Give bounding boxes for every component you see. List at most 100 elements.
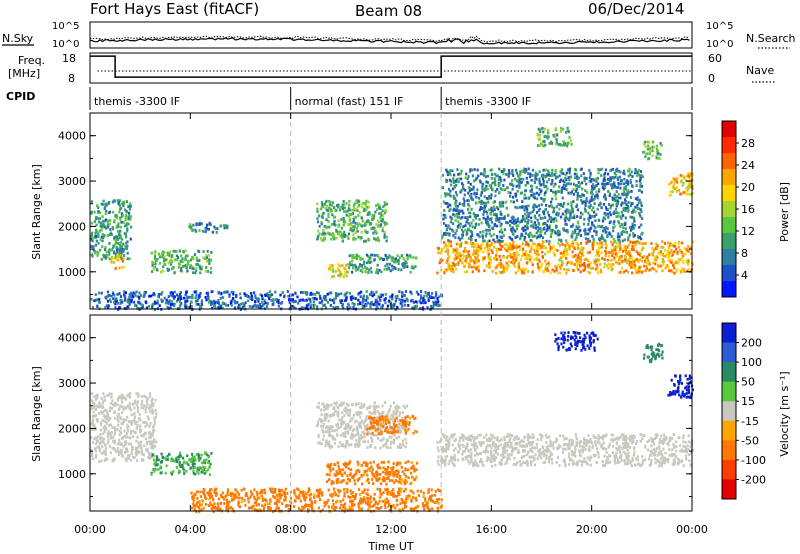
heatmap-cell: [597, 254, 600, 257]
heatmap-cell: [97, 439, 100, 443]
heatmap-cell: [598, 237, 601, 241]
heatmap-cell: [151, 303, 154, 307]
heatmap-cell: [129, 420, 132, 424]
heatmap-cell: [607, 178, 610, 181]
heatmap-cell: [671, 190, 674, 193]
heatmap-cell: [233, 307, 236, 310]
heatmap-cell: [206, 291, 209, 295]
heatmap-cell: [495, 174, 498, 178]
heatmap-cell: [620, 214, 623, 218]
heatmap-cell: [461, 236, 464, 240]
heatmap-cell: [541, 243, 544, 247]
heatmap-cell: [614, 252, 617, 256]
heatmap-cell: [448, 264, 451, 267]
heatmap-cell: [374, 230, 377, 234]
heatmap-cell: [127, 429, 130, 433]
heatmap-cell: [172, 266, 175, 269]
heatmap-cell: [576, 221, 580, 225]
heatmap-cell: [103, 414, 106, 417]
heatmap-cell: [469, 235, 472, 238]
heatmap-cell: [630, 196, 633, 199]
heatmap-cell: [179, 260, 182, 263]
heatmap-cell: [629, 215, 632, 219]
heatmap-cell: [588, 239, 591, 243]
heatmap-cell: [157, 252, 160, 256]
heatmap-cell: [126, 257, 129, 261]
heatmap-cell: [449, 240, 452, 244]
heatmap-cell: [573, 247, 576, 251]
heatmap-cell: [528, 258, 531, 261]
heatmap-cell: [327, 231, 330, 235]
heatmap-cell: [191, 296, 194, 300]
heatmap-cell: [479, 230, 482, 234]
heatmap-cell: [363, 260, 366, 264]
heatmap-cell: [460, 189, 463, 192]
heatmap-cell: [400, 254, 404, 258]
heatmap-cell: [106, 417, 109, 420]
heatmap-cell: [616, 167, 619, 171]
heatmap-cell: [531, 210, 534, 214]
heatmap-cell: [542, 130, 545, 134]
heatmap-cell: [335, 270, 338, 273]
heatmap-cell: [376, 208, 379, 212]
heatmap-cell: [113, 293, 116, 297]
heatmap-cell: [135, 427, 138, 430]
heatmap-cell: [384, 297, 387, 300]
heatmap-cell: [361, 430, 364, 434]
heatmap-cell: [481, 172, 484, 176]
heatmap-cell: [628, 243, 631, 247]
heatmap-cell: [100, 257, 103, 261]
heatmap-cell: [438, 261, 441, 265]
heatmap-cell: [202, 469, 205, 473]
heatmap-cell: [119, 415, 122, 419]
heatmap-cell: [615, 245, 618, 249]
heatmap-cell: [318, 224, 321, 228]
heatmap-cell: [154, 409, 157, 412]
heatmap-cell: [113, 441, 116, 445]
heatmap-cell: [643, 140, 647, 144]
heatmap-cell: [328, 203, 331, 207]
heatmap-cell: [170, 300, 173, 303]
heatmap-cell: [676, 176, 679, 180]
heatmap-cell: [530, 178, 533, 182]
heatmap-cell: [156, 299, 159, 303]
heatmap-cell: [564, 219, 567, 223]
heatmap-cell: [687, 185, 690, 189]
heatmap-cell: [511, 252, 514, 256]
heatmap-cell: [486, 240, 489, 243]
heatmap-cell: [189, 258, 192, 262]
heatmap-cell: [160, 460, 163, 463]
heatmap-cell: [259, 293, 262, 297]
heatmap-cell: [377, 220, 380, 224]
heatmap-cell: [544, 246, 547, 250]
heatmap-cell: [580, 167, 583, 171]
heatmap-cell: [99, 405, 103, 409]
heatmap-cell: [539, 183, 543, 186]
heatmap-cell: [210, 271, 213, 274]
heatmap-cell: [638, 268, 641, 271]
heatmap-cell: [497, 184, 500, 188]
heatmap-cell: [525, 215, 528, 218]
heatmap-cell: [488, 247, 491, 250]
heatmap-cell: [119, 229, 122, 233]
colorbar-swatch: [722, 249, 736, 266]
heatmap-cell: [602, 216, 605, 220]
heatmap-cell: [607, 262, 610, 266]
heatmap-cell: [449, 203, 452, 207]
heatmap-cell: [631, 260, 635, 264]
heatmap-cell: [444, 243, 448, 247]
heatmap-cell: [629, 240, 632, 244]
heatmap-cell: [384, 301, 387, 305]
heatmap-cell: [487, 197, 490, 201]
heatmap-cell: [494, 266, 497, 270]
heatmap-cell: [343, 206, 346, 210]
heatmap-cell: [368, 211, 371, 214]
heatmap-cell: [613, 171, 616, 175]
heatmap-cell: [506, 213, 509, 217]
heatmap-cell: [217, 290, 220, 294]
heatmap-cell: [489, 217, 492, 221]
heatmap-cell: [231, 298, 234, 302]
heatmap-cell: [538, 214, 541, 217]
heatmap-cell: [175, 254, 178, 258]
heatmap-cell: [520, 206, 523, 209]
